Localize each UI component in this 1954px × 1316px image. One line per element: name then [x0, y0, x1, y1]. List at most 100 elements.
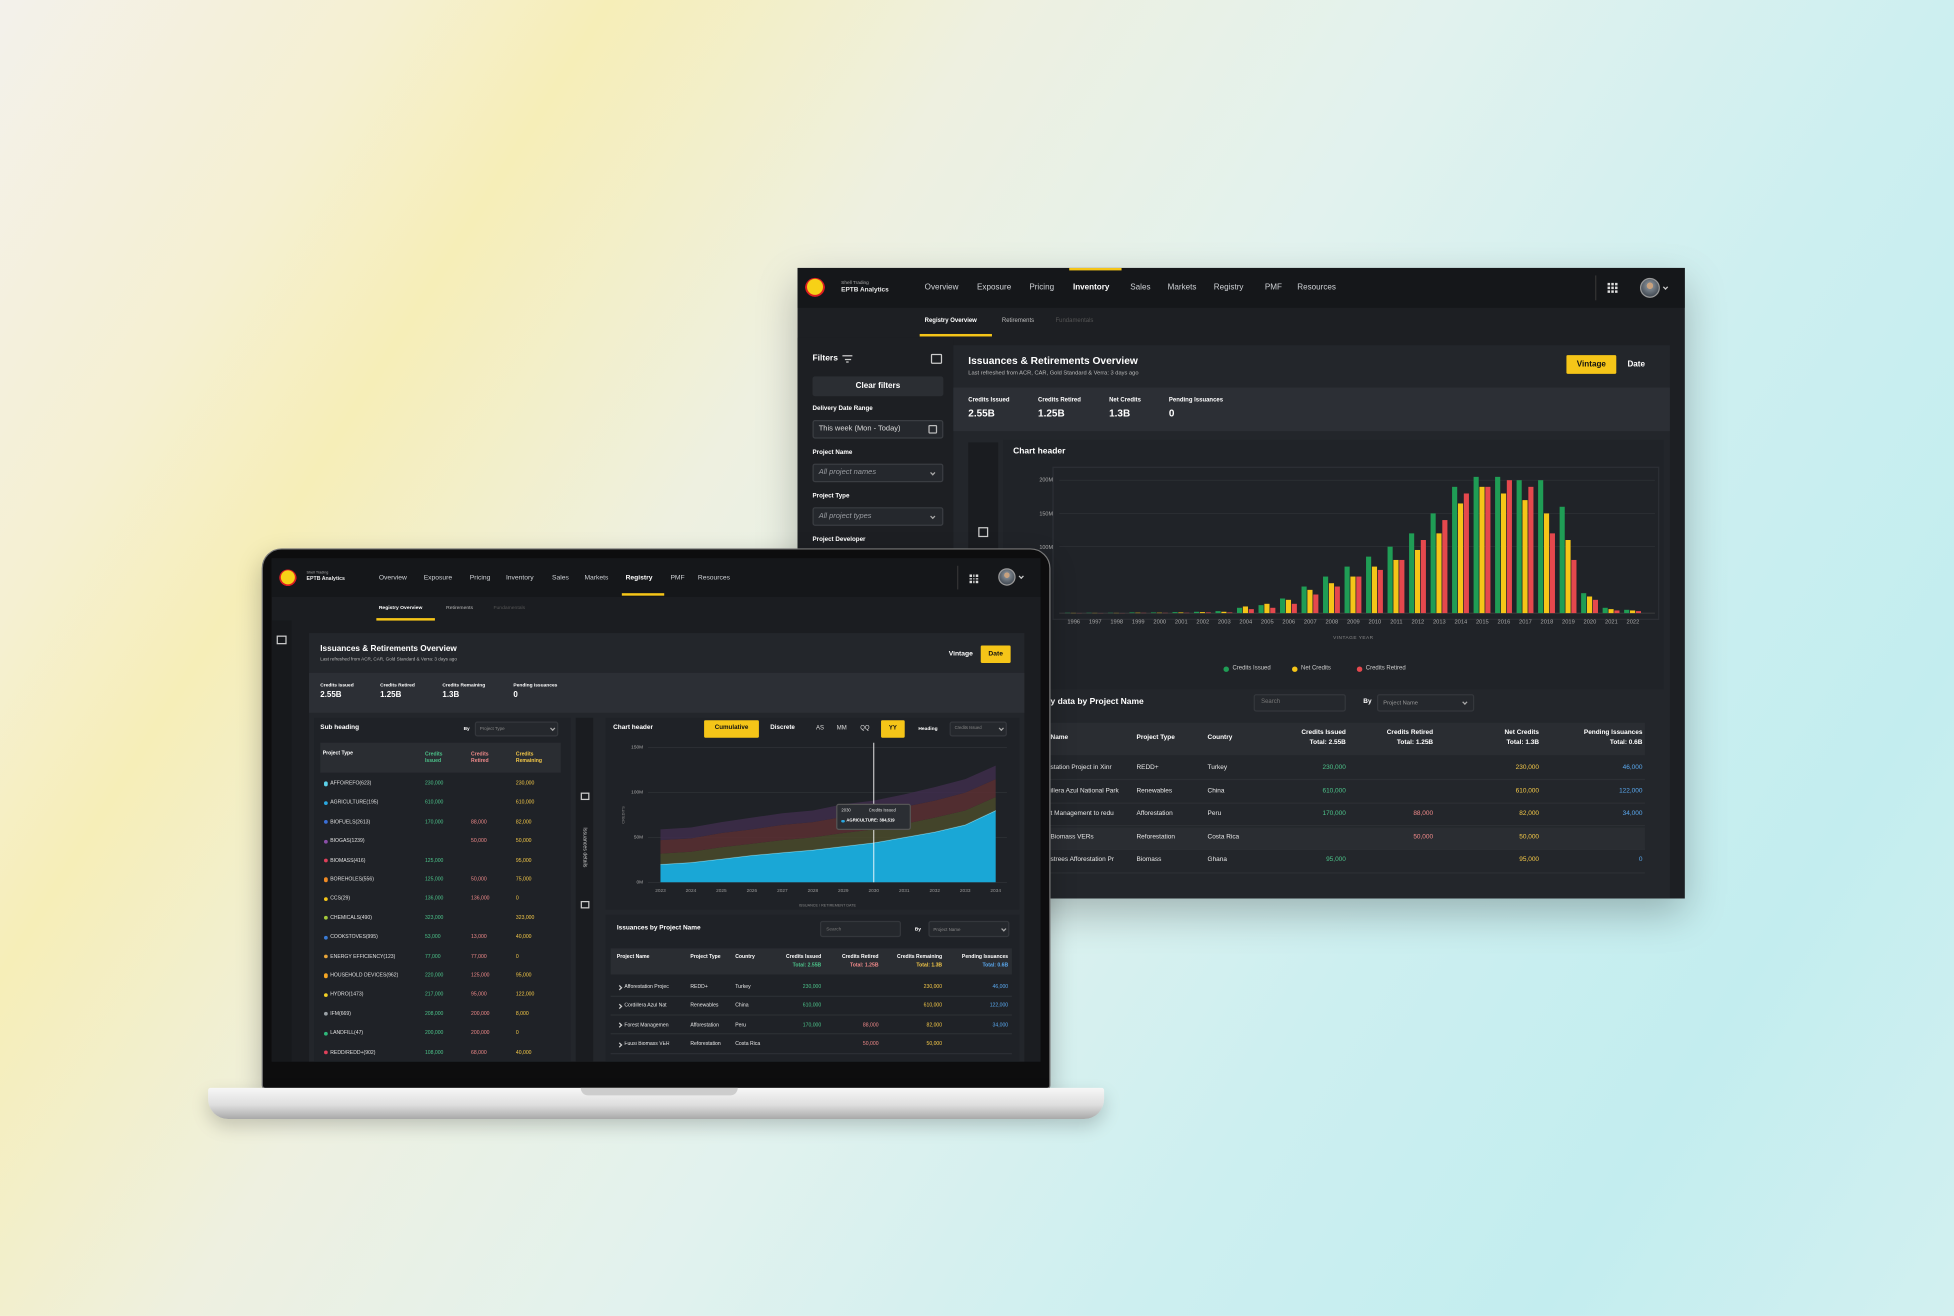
type-dot — [324, 954, 328, 959]
x-tick-label: 2028 — [807, 888, 819, 894]
type-dot — [324, 781, 328, 786]
column-total: Total: 0.6B — [982, 960, 1009, 968]
table-cell: 40,000 — [515, 1048, 532, 1055]
heading-dropdown[interactable] — [949, 721, 1007, 737]
table-cell: 122,000 — [989, 1001, 1009, 1009]
sort-dropdown[interactable] — [474, 721, 559, 737]
nav-link[interactable]: Inventory — [505, 574, 534, 582]
tab[interactable]: Fundamentals — [1055, 318, 1094, 325]
label: AS — [815, 725, 824, 732]
label: 1.25B — [380, 690, 402, 700]
table-cell: 217,000 — [424, 990, 444, 997]
y-tick-label: 100M — [631, 789, 644, 795]
type-dot — [324, 1012, 328, 1017]
nav-link[interactable]: Registry — [1213, 283, 1244, 292]
x-tick-label: 2003 — [1217, 618, 1231, 625]
strip-button[interactable] — [580, 792, 590, 801]
table-row — [1021, 804, 1645, 827]
tab[interactable]: Registry Overview — [378, 604, 423, 611]
nav-link[interactable]: Pricing — [469, 574, 491, 582]
label: MM — [836, 725, 847, 732]
table-cell: Turkey — [1207, 763, 1228, 772]
filter-input[interactable] — [812, 463, 944, 483]
type-dot — [324, 801, 328, 806]
collapse-button[interactable] — [930, 353, 943, 364]
nav-link[interactable]: Exposure — [976, 283, 1012, 292]
nav-link[interactable]: Sales — [552, 574, 569, 582]
table-row — [1021, 826, 1645, 851]
nav-link[interactable]: Exposure — [423, 574, 453, 582]
label: EPTB Analytics — [841, 286, 889, 294]
apps-dot — [975, 574, 979, 577]
table-cell: Costa Rica — [735, 1040, 761, 1047]
clear-filters-button[interactable] — [812, 376, 944, 397]
avatar[interactable] — [998, 568, 1016, 586]
strip-button[interactable] — [580, 900, 590, 909]
x-tick-label: 2029 — [838, 888, 849, 894]
column-header: Credits Issued — [786, 952, 822, 959]
x-tick-label: 2010 — [1368, 618, 1382, 625]
nav-link[interactable]: Overview — [924, 283, 959, 292]
filter-input[interactable] — [812, 419, 944, 439]
nav-link[interactable]: Overview — [378, 574, 407, 582]
tab[interactable]: Fundamentals — [493, 604, 526, 611]
tab[interactable]: Registry Overview — [924, 318, 977, 325]
expand-button[interactable] — [978, 527, 989, 538]
table-cell: Peru — [735, 1021, 747, 1028]
nav-link[interactable]: Resources — [697, 574, 730, 582]
column-total: Total: 1.25B — [850, 960, 879, 968]
table-cell: ENERGY EFFICIENCY(123) — [330, 952, 396, 959]
tab[interactable]: Retirements — [1001, 318, 1035, 325]
table-row[interactable] — [610, 1016, 1012, 1035]
sort-dropdown[interactable] — [928, 920, 1010, 938]
table-cell: Fuusi Biomass VER — [624, 1041, 670, 1047]
mode-button[interactable] — [704, 720, 759, 738]
table-cell: 95,000 — [1519, 856, 1540, 865]
legend-label: Net Credits — [1301, 665, 1331, 672]
search-input[interactable] — [1253, 694, 1346, 712]
nav-link[interactable]: Registry — [625, 574, 653, 582]
table-cell: 75,000 — [515, 875, 532, 882]
avatar[interactable] — [1639, 277, 1660, 298]
apps-icon[interactable] — [1607, 282, 1619, 294]
y-tick-label: 150M — [1039, 510, 1054, 517]
sort-dropdown[interactable] — [1377, 694, 1475, 712]
nav-link[interactable]: Markets — [1167, 283, 1197, 292]
nav-link[interactable]: Markets — [584, 574, 609, 582]
table-row[interactable] — [610, 977, 1012, 997]
table-row[interactable] — [610, 997, 1012, 1016]
toggle-button[interactable] — [1566, 355, 1617, 374]
nav-link[interactable]: Resources — [1297, 283, 1336, 292]
table-cell: 125,000 — [471, 971, 490, 978]
period-button[interactable] — [881, 720, 905, 738]
apps-icon[interactable] — [969, 574, 980, 584]
table-cell: 122,000 — [1619, 787, 1643, 795]
table-cell: 88,000 — [862, 1021, 879, 1028]
nav-link[interactable]: Pricing — [1029, 283, 1055, 292]
table-cell: 95,000 — [515, 856, 532, 863]
expand-button[interactable] — [276, 635, 287, 645]
table-row[interactable] — [610, 1035, 1012, 1055]
label: Pending Issuances — [513, 681, 558, 688]
toggle-button[interactable] — [980, 645, 1011, 663]
table-cell: 40,000 — [515, 933, 532, 940]
table-cell: 50,000 — [471, 875, 487, 882]
tab[interactable]: Retirements — [446, 604, 473, 611]
table-cell: 230,000 — [802, 982, 822, 990]
nav-link[interactable]: PMF — [670, 574, 685, 582]
stats-band — [953, 387, 1670, 432]
filter-input[interactable] — [812, 507, 944, 526]
table-cell: 34,000 — [1622, 810, 1643, 818]
type-dot — [324, 896, 328, 901]
search-input[interactable] — [819, 920, 901, 938]
x-tick-label: 2023 — [655, 888, 666, 894]
table-cell: 610,000 — [1322, 787, 1346, 795]
table-header — [320, 742, 561, 773]
nav-link[interactable]: Inventory — [1072, 283, 1110, 292]
nav-link[interactable]: Sales — [1130, 283, 1151, 292]
column-total: Total: 2.55B — [792, 960, 822, 968]
apps-dot — [972, 577, 975, 580]
table-cell: 0 — [515, 894, 519, 902]
nav-link[interactable]: PMF — [1264, 283, 1282, 292]
